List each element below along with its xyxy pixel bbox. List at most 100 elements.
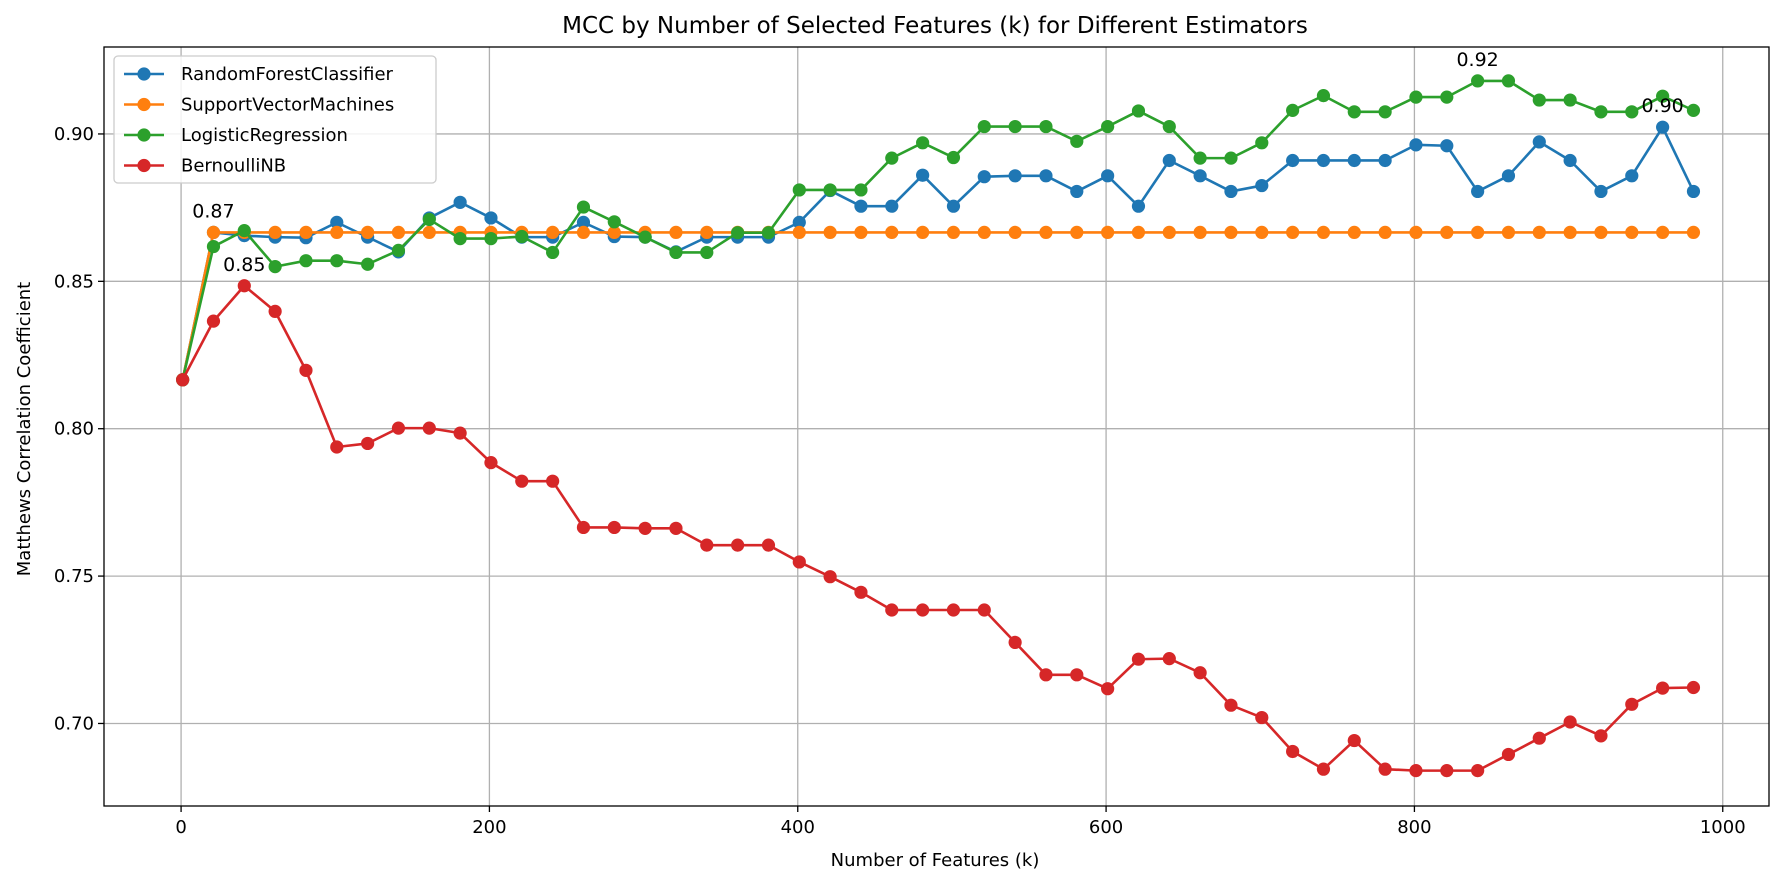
data-point [1656,681,1670,695]
data-point [1070,184,1084,199]
data-point [607,225,621,239]
data-point [1563,225,1577,239]
data-point [1471,184,1485,199]
data-point [977,170,991,184]
data-point [792,183,806,197]
data-point [391,225,406,239]
data-point [1532,731,1546,745]
data-point [1625,225,1639,239]
data-point [361,436,375,451]
data-point [823,570,837,584]
x-tick-label: 200 [472,817,506,838]
annotations: 0.87 0.85 0.92 0.90 [192,49,1683,276]
data-point [946,199,961,213]
data-point [391,421,406,435]
data-point [453,231,467,246]
data-point [607,520,621,535]
data-point [1255,225,1269,239]
legend-marker [137,158,151,173]
data-point [1440,139,1454,153]
data-point [1101,682,1115,696]
data-point [1686,680,1701,695]
data-point [731,226,745,240]
data-point [1316,89,1331,103]
data-point [268,259,282,274]
data-point [1224,151,1238,165]
data-point [1316,153,1331,168]
y-tick-label: 0.90 [54,124,94,145]
data-point [1471,764,1485,778]
series-layer [176,74,1701,778]
data-point [1286,744,1300,759]
data-point [206,225,221,239]
data-point [1162,153,1176,168]
legend-item: BernoulliNB [124,156,286,177]
data-point [576,215,591,229]
legend-marker [137,97,151,112]
data-point [1532,225,1546,239]
data-point [1625,105,1639,119]
data-point [1162,652,1176,666]
data-point [330,225,344,239]
data-point [607,215,621,229]
data-point [977,225,991,239]
data-point [885,225,899,239]
data-point [422,212,436,227]
data-point [1070,668,1084,682]
data-point [885,603,899,617]
x-tick-label: 1000 [1700,817,1746,838]
data-point [1594,729,1608,743]
data-point [1409,90,1423,104]
legend-label: BernoulliNB [181,156,286,177]
data-point [1286,103,1300,117]
data-point [1532,135,1546,149]
data-point [1101,119,1115,134]
data-point [916,225,930,239]
annotation-label: 0.85 [223,254,265,276]
data-point [1409,225,1423,239]
data-point [823,183,837,197]
data-point [1070,225,1084,239]
data-point [484,231,498,246]
data-point [1656,225,1670,239]
data-point [1594,184,1608,199]
data-point [1162,119,1176,134]
x-axis-label: Number of Features (k) [831,850,1040,871]
data-point [916,136,930,150]
data-point [1347,225,1361,239]
data-point [422,421,436,435]
data-point [885,199,899,213]
data-point [1131,225,1146,239]
data-point [1224,698,1238,712]
data-point [1162,225,1176,239]
data-point [515,229,529,244]
data-point [1193,225,1207,239]
data-point [515,474,529,488]
data-point [237,224,251,238]
data-point [1471,74,1485,88]
data-point [422,225,436,239]
data-point [761,538,776,552]
data-point [1039,119,1053,134]
data-point [576,200,591,214]
data-point [1686,184,1701,199]
data-point [1656,120,1670,134]
data-point [330,215,344,229]
data-point [792,215,806,229]
x-tick-label: 800 [1397,817,1431,838]
data-point [1101,169,1115,183]
data-point [1625,697,1639,711]
data-point [977,603,991,617]
data-point [638,521,652,535]
data-point [361,225,375,239]
data-point [1409,764,1423,778]
data-point [1008,225,1022,239]
data-point [1378,762,1392,776]
data-point [453,195,467,209]
axis-ticks: 0 200 400 600 800 1000 0.70 0.75 0.80 0.85 0.90 [54,124,1746,838]
data-point [1286,153,1300,168]
series-LogisticRegression [176,74,1701,387]
data-point [1686,103,1701,117]
data-point [206,239,221,254]
data-point [977,119,991,134]
